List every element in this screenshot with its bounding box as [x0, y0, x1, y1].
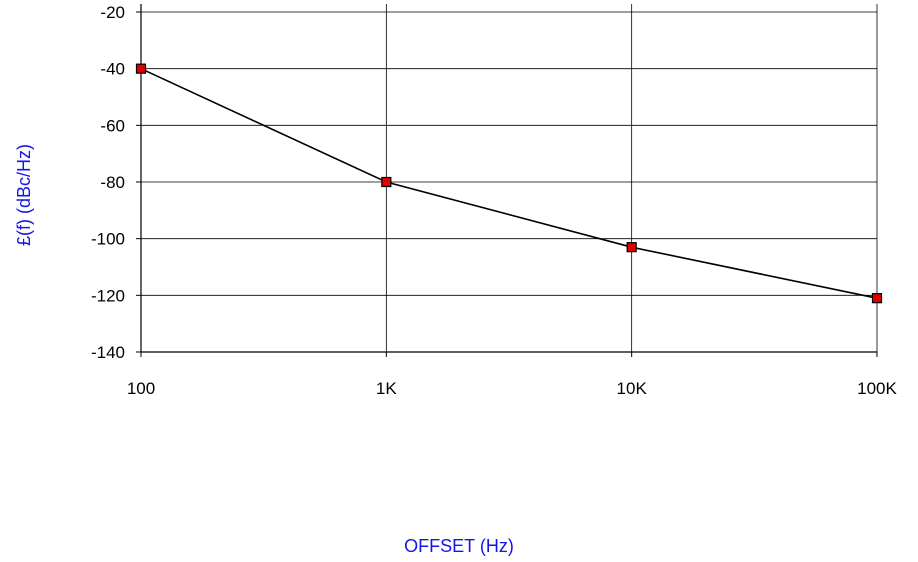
y-tick-label-4: -100	[91, 230, 125, 249]
y-tick-label-2: -60	[100, 116, 125, 135]
y-tick-label-5: -120	[91, 286, 125, 305]
x-tick-label-2: 10K	[617, 379, 648, 398]
x-tick-label-1: 1K	[376, 379, 397, 398]
series	[137, 64, 882, 303]
x-tick-label-0: 100	[127, 379, 155, 398]
data-point-2	[627, 243, 636, 252]
axes	[136, 4, 877, 357]
y-axis-label: £(f) (dBc/Hz)	[14, 144, 34, 246]
data-point-1	[382, 178, 391, 187]
y-tick-label-0: -20	[100, 3, 125, 22]
data-point-3	[873, 294, 882, 303]
grid	[141, 4, 877, 352]
data-point-0	[137, 64, 146, 73]
series-line-0	[141, 69, 877, 299]
y-tick-label-3: -80	[100, 173, 125, 192]
x-axis-label: OFFSET (Hz)	[404, 536, 514, 556]
x-tick-label-3: 100K	[857, 379, 897, 398]
y-tick-label-6: -140	[91, 343, 125, 362]
y-tick-label-1: -40	[100, 60, 125, 79]
